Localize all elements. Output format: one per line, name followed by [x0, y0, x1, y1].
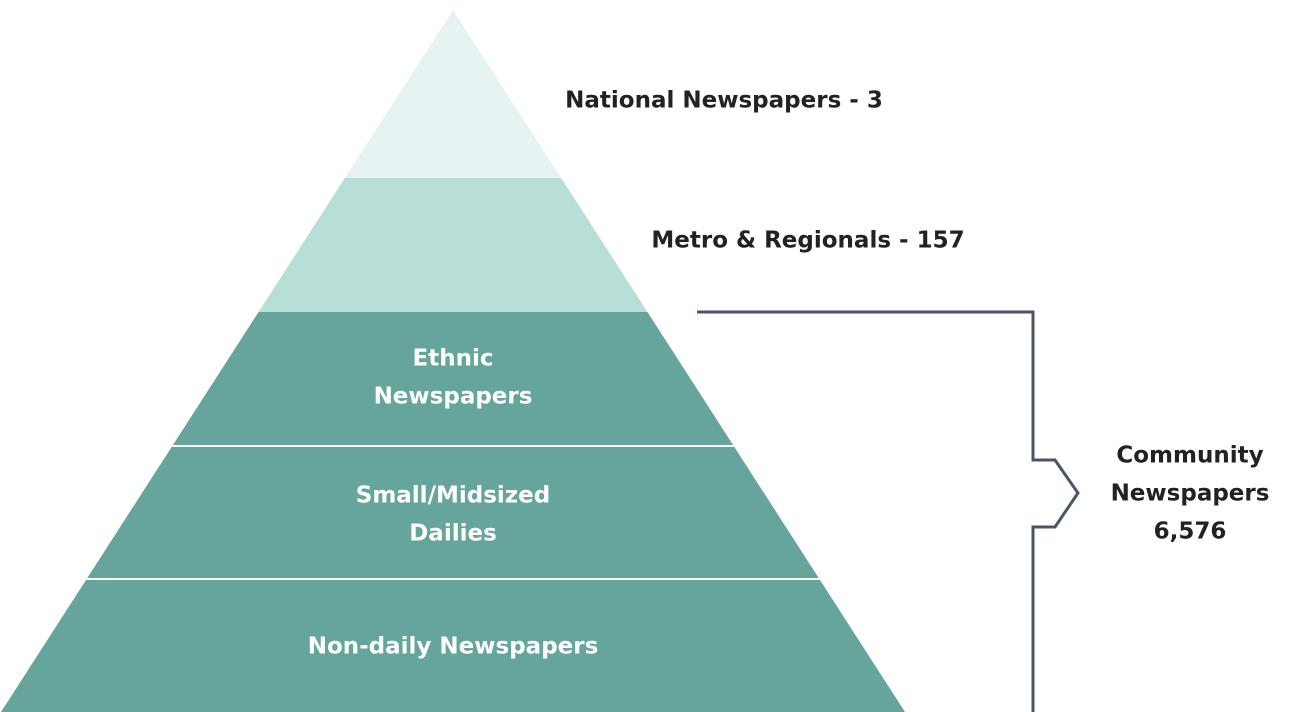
level-label: Ethnic	[413, 346, 494, 372]
level-label: Small/Midsized	[356, 483, 550, 509]
level-label: Metro & Regionals - 157	[651, 228, 964, 254]
level-label: Dailies	[409, 521, 497, 547]
bracket-label: Community	[1116, 443, 1263, 469]
bracket	[697, 310, 1080, 712]
level-label: National Newspapers - 3	[565, 88, 883, 114]
pyramid-level	[344, 10, 562, 178]
pyramid-level	[1, 579, 905, 712]
bracket-label: Newspapers	[1111, 481, 1270, 507]
level-label: Newspapers	[374, 384, 533, 410]
bracket-label: 6,576	[1154, 519, 1227, 545]
pyramid-level	[86, 446, 820, 579]
pyramid-level	[172, 312, 734, 446]
level-label: Non-daily Newspapers	[308, 634, 599, 660]
pyramid-level	[258, 178, 648, 312]
